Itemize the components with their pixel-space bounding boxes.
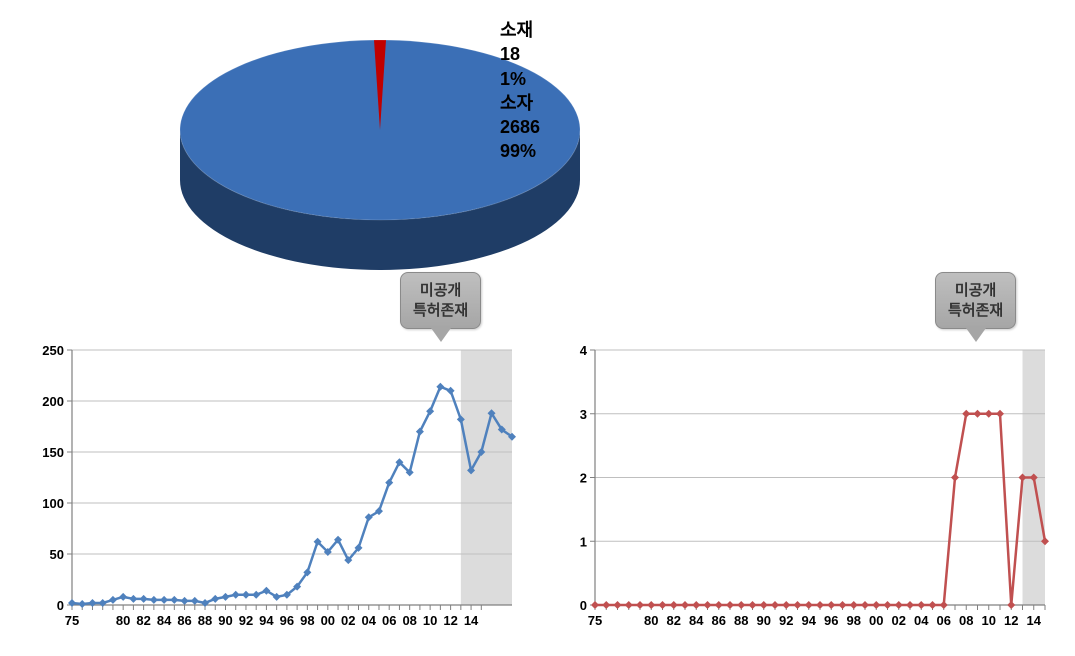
svg-text:1: 1	[580, 534, 587, 549]
svg-text:04: 04	[362, 613, 377, 628]
svg-text:90: 90	[218, 613, 232, 628]
svg-text:12: 12	[1004, 613, 1018, 628]
left-callout-line1: 미공개	[420, 282, 461, 299]
svg-text:75: 75	[588, 613, 602, 628]
left-callout-line2: 특허존재	[413, 302, 468, 319]
right-chart-svg: 0123475808284868890929496980002040608101…	[555, 290, 1055, 640]
svg-text:02: 02	[341, 613, 355, 628]
svg-text:75: 75	[65, 613, 79, 628]
svg-text:90: 90	[757, 613, 771, 628]
svg-text:14: 14	[464, 613, 479, 628]
svg-text:200: 200	[42, 394, 64, 409]
svg-text:00: 00	[321, 613, 335, 628]
svg-text:88: 88	[734, 613, 748, 628]
pie-slice1-label: 소재	[500, 18, 540, 42]
pie-slice2-percent: 99%	[500, 139, 540, 163]
svg-text:04: 04	[914, 613, 929, 628]
svg-text:98: 98	[300, 613, 314, 628]
pie-labels: 소재 18 1% 소자 2686 99%	[500, 18, 540, 164]
svg-text:84: 84	[689, 613, 704, 628]
svg-text:02: 02	[892, 613, 906, 628]
svg-text:08: 08	[959, 613, 973, 628]
svg-text:86: 86	[712, 613, 726, 628]
svg-text:92: 92	[239, 613, 253, 628]
svg-text:4: 4	[580, 343, 588, 358]
svg-text:80: 80	[116, 613, 130, 628]
pie-slice1-value: 18	[500, 42, 540, 66]
svg-text:06: 06	[937, 613, 951, 628]
charts-row: 미공개 특허존재 0501001502002507580828486889092…	[20, 290, 1055, 640]
svg-text:94: 94	[802, 613, 817, 628]
left-chart-svg: 0 50 100 150 200 250 75 80 82 84 86 88 90 92 94 96 98 00 0…	[20, 290, 520, 640]
right-callout-line1: 미공개	[955, 282, 996, 299]
svg-text:50: 50	[50, 547, 64, 562]
svg-text:3: 3	[580, 407, 587, 422]
right-callout: 미공개 특허존재	[935, 272, 1016, 329]
svg-text:96: 96	[280, 613, 294, 628]
pie-chart: 소재 18 1% 소자 2686 99%	[0, 0, 1075, 280]
svg-text:82: 82	[136, 613, 150, 628]
svg-text:98: 98	[847, 613, 861, 628]
svg-text:92: 92	[779, 613, 793, 628]
svg-text:82: 82	[667, 613, 681, 628]
svg-text:150: 150	[42, 445, 64, 460]
left-line-chart: 미공개 특허존재 0501001502002507580828486889092…	[20, 290, 520, 640]
pie-slice2-value: 2686	[500, 115, 540, 139]
right-callout-line2: 특허존재	[948, 302, 1003, 319]
svg-text:10: 10	[423, 613, 437, 628]
pie-slice2-label: 소자	[500, 91, 540, 115]
svg-text:86: 86	[177, 613, 191, 628]
right-line-chart: 미공개 특허존재 0123475808284868890929496980002…	[555, 290, 1055, 640]
svg-text:08: 08	[402, 613, 416, 628]
svg-text:10: 10	[982, 613, 996, 628]
svg-text:84: 84	[157, 613, 172, 628]
svg-text:06: 06	[382, 613, 396, 628]
svg-text:88: 88	[198, 613, 212, 628]
svg-text:00: 00	[869, 613, 883, 628]
left-callout: 미공개 특허존재	[400, 272, 481, 329]
svg-text:2: 2	[580, 471, 587, 486]
svg-text:96: 96	[824, 613, 838, 628]
svg-text:12: 12	[443, 613, 457, 628]
svg-text:0: 0	[57, 598, 64, 613]
pie-slice1-percent: 1%	[500, 67, 540, 91]
svg-text:100: 100	[42, 496, 64, 511]
svg-text:250: 250	[42, 343, 64, 358]
svg-text:80: 80	[644, 613, 658, 628]
svg-text:94: 94	[259, 613, 274, 628]
svg-text:14: 14	[1027, 613, 1042, 628]
svg-text:0: 0	[580, 598, 587, 613]
